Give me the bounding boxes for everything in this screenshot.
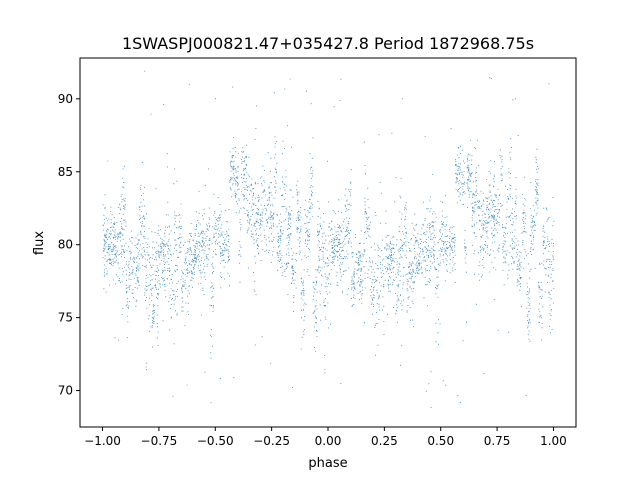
x-tick-label: −0.25 xyxy=(253,434,290,448)
x-axis-label: phase xyxy=(308,456,347,471)
x-tick-label: −1.00 xyxy=(84,434,121,448)
x-tick-label: 1.00 xyxy=(540,434,567,448)
x-tick-label: 0.75 xyxy=(484,434,511,448)
y-tick-label: 75 xyxy=(58,311,73,325)
y-axis-ticks: 70 75 80 85 90 xyxy=(58,92,80,398)
y-tick-label: 80 xyxy=(58,238,73,252)
y-tick-label: 90 xyxy=(58,92,73,106)
x-tick-label: −0.75 xyxy=(141,434,178,448)
x-tick-label: −0.50 xyxy=(197,434,234,448)
chart-title: 1SWASPJ000821.47+035427.8 Period 1872968… xyxy=(122,34,534,53)
y-tick-label: 85 xyxy=(58,165,73,179)
x-tick-label: 0.00 xyxy=(315,434,342,448)
y-tick-label: 70 xyxy=(58,384,73,398)
x-tick-label: 0.50 xyxy=(427,434,454,448)
x-tick-label: 0.25 xyxy=(371,434,398,448)
x-axis-ticks: −1.00 −0.75 −0.50 −0.25 0.00 0.25 0.50 0.75 1.00 xyxy=(84,427,567,448)
y-axis-label: flux xyxy=(32,231,47,255)
